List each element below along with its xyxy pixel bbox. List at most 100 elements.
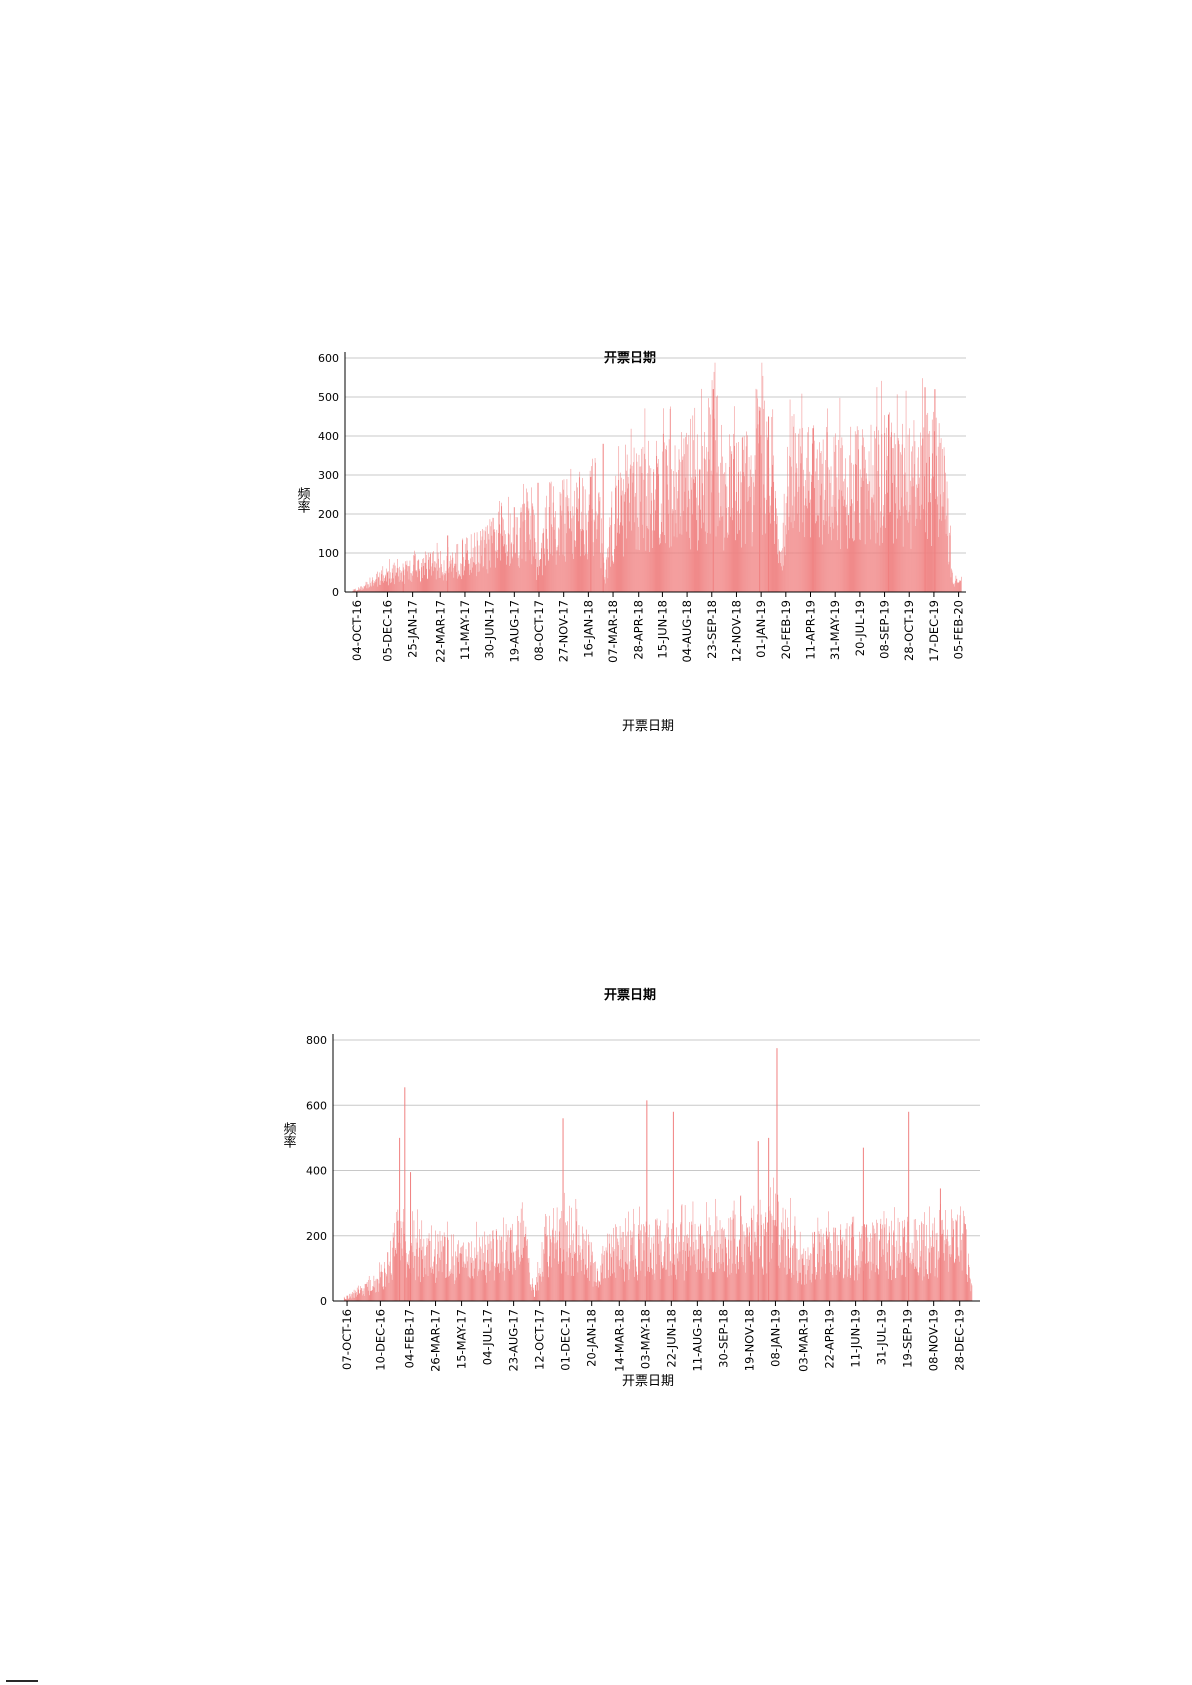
bar (881, 1256, 882, 1301)
bar (844, 1239, 845, 1301)
bar (467, 1261, 468, 1301)
bar (505, 1249, 506, 1301)
bar (695, 476, 697, 592)
bar (727, 1265, 729, 1301)
bar (866, 509, 868, 592)
bar (654, 1279, 656, 1301)
bar (458, 1273, 460, 1301)
bar (493, 1238, 494, 1301)
bar (730, 1240, 732, 1301)
bar (893, 448, 894, 592)
bar (636, 1274, 638, 1301)
bar (696, 434, 698, 592)
bar (892, 482, 893, 592)
bar (605, 583, 606, 592)
bar (650, 468, 652, 592)
bar (862, 429, 863, 592)
bar (550, 1239, 551, 1301)
bar (583, 1239, 585, 1301)
bar (805, 1250, 806, 1301)
bar (954, 1261, 956, 1301)
bar (639, 1206, 640, 1301)
bar (750, 1208, 752, 1301)
bar (363, 588, 364, 592)
bar (836, 1264, 837, 1301)
bar (959, 580, 961, 592)
bar (845, 458, 846, 592)
bar (480, 540, 482, 592)
bar (917, 487, 918, 592)
bar (824, 1249, 825, 1301)
bar (915, 525, 916, 592)
bar (428, 569, 430, 592)
peak-bar (776, 1048, 778, 1301)
bar (915, 1268, 917, 1301)
bar (633, 462, 634, 592)
bar (375, 1292, 376, 1301)
bar (418, 560, 420, 592)
bar (756, 1245, 757, 1301)
bar (606, 557, 608, 592)
bar (714, 1249, 716, 1301)
bar (773, 481, 775, 592)
bar (444, 573, 446, 592)
bar (569, 528, 570, 592)
bar (673, 1254, 675, 1301)
bar (734, 500, 736, 592)
bar (406, 565, 407, 592)
bar (609, 527, 610, 592)
bar (387, 1252, 389, 1301)
bar (835, 1275, 837, 1301)
bar (921, 1221, 922, 1301)
bar (958, 1255, 959, 1301)
bar (907, 520, 908, 592)
bar (562, 554, 564, 592)
bar (851, 499, 853, 592)
bar (518, 566, 519, 592)
bar (546, 549, 548, 592)
x-tick-label: 23-SEP-18 (705, 600, 719, 659)
bar (669, 1243, 670, 1301)
bar (541, 1281, 542, 1301)
bar (900, 1275, 902, 1301)
bar (454, 565, 456, 592)
bar (956, 1221, 957, 1301)
bar (832, 1275, 833, 1301)
bar (648, 1224, 650, 1301)
bar (770, 523, 772, 592)
bar (824, 489, 826, 592)
bar (549, 1215, 550, 1301)
bar (475, 1258, 476, 1301)
bar (408, 566, 409, 592)
bar (460, 563, 462, 592)
bar (645, 550, 647, 592)
bar (598, 1280, 600, 1301)
bar (736, 1255, 737, 1301)
bar (692, 1256, 693, 1301)
bar (855, 434, 857, 592)
bar (697, 505, 699, 592)
bar (392, 572, 393, 592)
bar (946, 1238, 947, 1301)
bar (797, 513, 798, 592)
bar (698, 1226, 699, 1301)
bar (876, 1268, 878, 1301)
bar (881, 380, 882, 592)
bar (955, 575, 957, 592)
bar (816, 1271, 818, 1301)
bar (697, 1269, 698, 1301)
bar (612, 1247, 614, 1301)
bar (894, 1246, 896, 1301)
bar (961, 1270, 963, 1301)
bar (413, 555, 414, 592)
bar (811, 1282, 812, 1301)
bar (482, 529, 483, 592)
bar (558, 1231, 560, 1301)
bar (577, 1272, 579, 1301)
bar (946, 1235, 948, 1301)
bar (425, 562, 427, 592)
bar (514, 1261, 515, 1301)
bar (581, 529, 583, 592)
bar (369, 577, 371, 592)
bar (741, 547, 742, 592)
